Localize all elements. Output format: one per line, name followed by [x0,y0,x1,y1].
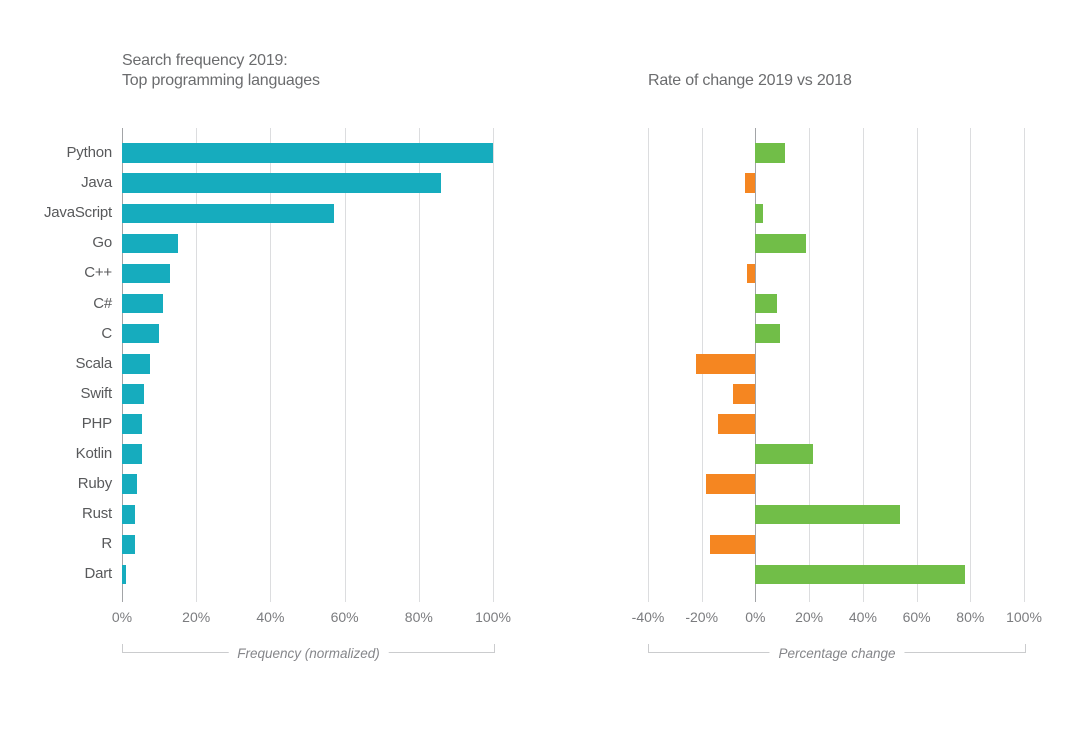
left-chart-title-line1: Search frequency 2019: [122,52,288,69]
x-tick-label: 80% [956,609,985,625]
bar-java [744,173,756,193]
gridline [493,128,494,602]
x-tick-label: 20% [182,609,211,625]
x-tick-label: -20% [685,609,719,625]
category-label: C [101,324,112,342]
right-chart-title-line1: Rate of change 2019 vs 2018 [648,72,852,89]
gridline [344,128,346,602]
bar-r [122,534,135,555]
x-tick-label: 80% [404,609,433,625]
category-label: Ruby [77,475,112,493]
bar-javascript [122,203,334,223]
x-tick-label: 60% [330,609,359,625]
bar-php [717,414,756,434]
gridline [418,128,420,602]
bar-kotlin [755,444,814,464]
bar-php [122,414,143,434]
x-tick-label: -40% [631,609,665,625]
category-label: Kotlin [75,445,113,462]
category-label: Python [66,144,113,161]
bar-scala [122,354,150,374]
bar-c# [122,293,163,314]
bar-r [709,534,756,555]
gridline [196,128,198,602]
gridline [862,128,864,602]
category-label: JavaScript [43,204,112,222]
left-axis-caption: Frequency (normalized) [228,646,389,661]
category-label: Java [81,174,112,192]
right-chart-title: Rate of change 2019 vs 2018 [648,71,852,91]
category-label: Scala [75,354,112,372]
left-chart-title: Search frequency 2019: Top programming la… [122,51,320,91]
bar-c++ [747,263,756,284]
left-axis-bracket: Frequency (normalized) [122,644,495,661]
x-tick-label: 60% [902,609,931,625]
x-tick-label: 40% [256,609,285,625]
bar-rust [755,504,901,524]
bar-swift [122,384,145,404]
bar-go [755,233,807,254]
bar-c++ [122,263,171,284]
bar-dart [755,564,965,585]
bar-ruby [705,474,756,494]
x-tick-label: 40% [848,609,877,625]
category-label: Dart [84,565,112,583]
gridline [648,128,649,602]
bar-c# [755,293,777,314]
x-tick-label: 100% [1006,609,1042,625]
category-label: Rust [81,505,112,523]
bar-python [122,143,493,163]
category-label: C# [93,294,112,312]
right-plot-area [648,128,1025,602]
bar-dart [122,564,126,585]
category-label: Swift [80,384,112,402]
bar-rust [122,504,135,524]
gridline [916,128,918,602]
bar-c [122,323,160,344]
category-label: C++ [84,264,112,282]
gridline [270,128,272,602]
bar-java [122,173,442,193]
zero-axis-line [755,128,757,602]
bar-go [122,233,178,254]
x-tick-label: 0% [745,609,766,625]
bar-javascript [755,203,764,223]
gridline [1024,128,1025,602]
bar-ruby [122,474,137,494]
bar-c [755,323,780,344]
x-tick-label: 20% [795,609,824,625]
left-plot-area [122,128,494,602]
category-label: R [101,535,112,553]
gridline [809,128,811,602]
bar-swift [732,384,756,404]
x-tick-label: 0% [111,609,133,625]
gridline [970,128,972,602]
category-label: PHP [81,414,112,432]
bar-scala [696,354,756,374]
right-axis-caption: Percentage change [769,646,905,661]
right-axis-bracket: Percentage change [648,644,1026,661]
bar-kotlin [122,444,143,464]
left-chart-title-line2: Top programming languages [122,72,320,89]
category-label: Go [92,234,112,252]
x-tick-label: 100% [475,609,511,625]
bar-python [755,143,785,163]
